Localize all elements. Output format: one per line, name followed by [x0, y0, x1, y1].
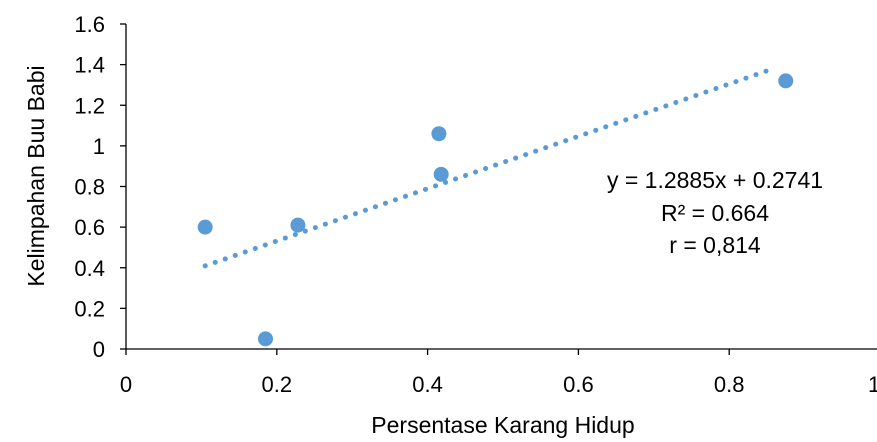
- y-tick-label: 0.8: [74, 175, 105, 200]
- y-tick-labels: 0 0.2 0.4 0.6 0.8 1 1.2 1.4 1.6: [74, 12, 105, 362]
- regression-equation: y = 1.2885x + 0.2741: [607, 167, 823, 193]
- y-tick-label: 0.4: [74, 256, 105, 281]
- data-point: [433, 166, 449, 182]
- y-tick-label: 0.6: [74, 215, 105, 240]
- y-tick-label: 1: [93, 134, 105, 159]
- y-tick-label: 0.2: [74, 296, 105, 321]
- x-tick-label: 0.2: [262, 372, 293, 397]
- x-tick-label: 0.6: [563, 372, 594, 397]
- data-point: [197, 219, 213, 235]
- x-tick-label: 1: [868, 372, 877, 397]
- y-tick-label: 0: [93, 337, 105, 362]
- axes: [120, 23, 877, 355]
- y-tick-label: 1.2: [74, 93, 105, 118]
- data-point: [778, 73, 794, 89]
- r-squared-label: R² = 0.664: [661, 200, 769, 226]
- y-tick-label: 1.4: [74, 53, 105, 78]
- data-points: [197, 73, 794, 347]
- data-point: [431, 126, 447, 142]
- correlation-label: r = 0,814: [669, 232, 761, 258]
- x-tick-label: 0.4: [412, 372, 443, 397]
- x-tick-label: 0: [120, 372, 132, 397]
- data-point: [290, 217, 306, 233]
- x-tick-label: 0.8: [714, 372, 745, 397]
- data-point: [257, 331, 273, 347]
- x-tick-labels: 0 0.2 0.4 0.6 0.8 1: [120, 372, 877, 397]
- y-axis-label: Kelimpahan Buu Babi: [23, 65, 49, 286]
- x-axis-label: Persentase Karang Hidup: [371, 412, 634, 438]
- y-tick-label: 1.6: [74, 12, 105, 37]
